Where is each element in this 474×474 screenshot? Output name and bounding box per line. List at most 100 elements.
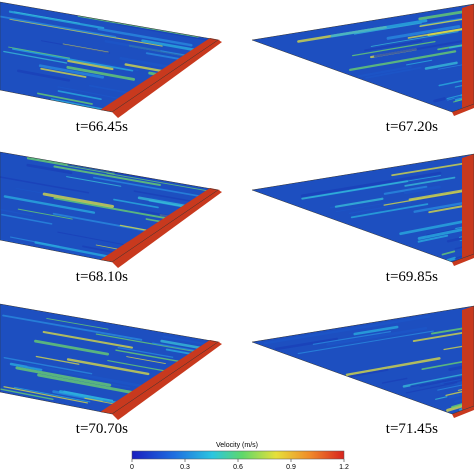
streak — [77, 15, 199, 38]
streak — [410, 373, 472, 388]
time-label: t=71.45s — [386, 421, 438, 437]
streak — [8, 10, 105, 30]
inlet-band — [462, 306, 474, 410]
time-label: t=66.45s — [76, 119, 128, 135]
streak — [92, 61, 139, 72]
streak — [46, 318, 109, 330]
streak — [57, 86, 119, 99]
inlet-band — [100, 340, 220, 414]
colorbar: Velocity (m/s) 0 0.3 0.6 0.9 1.2 — [130, 442, 349, 471]
plate-side — [112, 342, 222, 420]
time-label: t=70.70s — [76, 421, 128, 437]
streak — [42, 330, 133, 349]
streak — [12, 48, 134, 72]
streak — [391, 160, 474, 177]
streak — [365, 66, 422, 79]
streak — [35, 355, 80, 365]
streak — [66, 358, 150, 376]
streak — [334, 197, 384, 208]
panels: t=66.45s t=67.20s t=68.10s t=69.85s t=70.70s… — [0, 1, 474, 437]
streak — [433, 97, 446, 103]
plate — [0, 304, 218, 414]
colorbar-tick-label: 0.6 — [233, 464, 243, 471]
streak — [348, 202, 411, 215]
streak — [312, 331, 391, 345]
plate-outline — [0, 1, 219, 113]
streak — [88, 84, 130, 94]
panel: t=66.45s — [0, 1, 222, 135]
streak — [412, 330, 473, 342]
inlet-band — [462, 154, 474, 258]
streak — [66, 176, 122, 187]
streak — [435, 396, 448, 400]
streak — [15, 366, 112, 387]
plate-side — [452, 104, 474, 116]
plate-outline — [251, 305, 474, 415]
streak — [352, 40, 436, 57]
inlet-band — [100, 38, 220, 112]
streak — [42, 192, 115, 208]
streak — [133, 190, 201, 204]
streak — [373, 38, 474, 58]
streak — [2, 314, 143, 341]
streak — [404, 176, 456, 187]
streak — [57, 90, 102, 101]
plate-outline — [0, 303, 219, 415]
streak — [52, 212, 145, 232]
plate-side — [112, 190, 222, 268]
streak — [9, 18, 163, 47]
streak — [0, 209, 34, 217]
streak — [441, 250, 456, 256]
streak — [66, 65, 136, 81]
streak — [115, 23, 217, 43]
streak — [141, 39, 203, 53]
streak — [454, 255, 463, 260]
streak — [3, 386, 89, 404]
streak — [26, 363, 148, 389]
streak — [300, 171, 442, 198]
streak — [349, 50, 457, 72]
streak — [53, 197, 176, 221]
streak — [297, 330, 434, 355]
streak — [53, 165, 161, 186]
colorbar-title: Velocity (m/s) — [216, 442, 258, 449]
panel: t=68.10s — [0, 151, 222, 285]
time-label: t=67.20s — [386, 119, 438, 135]
streak — [13, 386, 91, 403]
streak — [326, 326, 428, 346]
colorbar-tick-label: 0.9 — [286, 464, 296, 471]
streak — [406, 59, 433, 66]
streak — [0, 15, 117, 38]
streak — [95, 333, 203, 354]
streak — [34, 339, 110, 356]
time-label: t=69.85s — [386, 269, 438, 285]
streak — [330, 19, 428, 38]
streak — [93, 176, 208, 199]
streak — [350, 203, 429, 219]
colorbar-tick-label: 0.3 — [180, 464, 190, 471]
streak — [383, 185, 428, 195]
streak — [97, 27, 193, 47]
streak — [3, 356, 93, 375]
streak — [402, 371, 474, 388]
streak — [107, 360, 170, 373]
plate-outline — [251, 3, 474, 113]
streak — [408, 187, 473, 201]
streak — [38, 64, 105, 79]
streak — [17, 69, 71, 82]
streak — [405, 382, 458, 394]
plate — [252, 4, 474, 112]
plate-side — [452, 254, 474, 266]
streak — [67, 59, 114, 71]
plate-outline — [0, 151, 219, 263]
streak — [3, 50, 68, 64]
streak — [446, 404, 464, 412]
streak — [37, 92, 93, 105]
plate-outline — [251, 153, 474, 263]
streak — [446, 256, 457, 262]
panel: t=71.45s — [251, 305, 474, 437]
streak — [274, 337, 339, 351]
panel: t=67.20s — [251, 3, 474, 135]
plate-side — [112, 40, 222, 118]
